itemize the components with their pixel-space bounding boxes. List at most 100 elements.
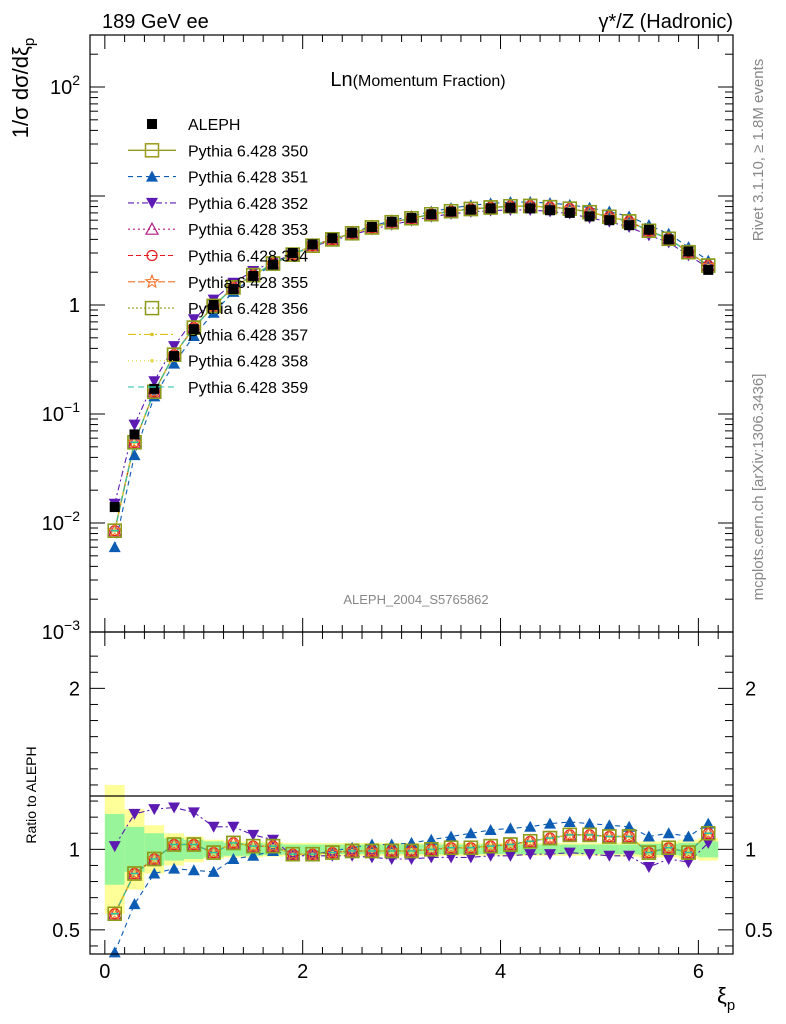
series-ratio-marker [700,825,716,840]
data-marker [406,212,417,223]
series-ratio-marker [583,817,596,829]
series-ratio-marker [166,837,182,852]
series-ratio-marker [682,857,695,869]
ratio-tick-label: 2 [745,678,756,700]
series-ratio-marker [701,826,716,841]
y-tick-base: 10 [42,513,64,535]
series-ratio-marker [642,830,655,842]
data-marker [683,246,694,257]
rivet-label: Rivet 3.1.10, ≥ 1.8M events [750,59,767,242]
series-ratio-marker [225,834,242,850]
series-ratio-marker [464,827,477,839]
legend-marker [146,249,158,262]
series-ratio-marker [603,850,616,862]
series-ratio-marker [425,833,438,845]
data-marker [109,502,120,513]
series-ratio-marker [247,829,260,841]
y-axis-label-main: 1/σ dσ/dξ [8,46,33,138]
data-marker [465,204,476,215]
series-ratio-marker [680,844,697,860]
series-ratio-marker [484,850,497,862]
series-ratio-marker [623,850,636,862]
series-ratio-marker [641,845,657,860]
series-ratio-marker [305,846,320,862]
y-tick-label: 10−1 [42,399,80,426]
y-tick-exponent: 2 [72,72,80,88]
series-marker [168,357,181,369]
series-ratio-marker [168,862,181,874]
series-ratio-marker [443,840,459,855]
series-ratio-marker [148,804,161,816]
x-tick-label: 2 [297,961,308,983]
series-ratio-marker [562,826,578,842]
ratio-axis-label: Ratio to ALEPH [23,746,39,843]
header-right: γ*/Z (Hadronic) [599,11,733,33]
series-ratio-marker [445,852,458,864]
series-ratio-marker [524,849,537,861]
series-ratio-marker [502,836,519,852]
series-ratio-marker [227,853,240,865]
series-ratio-marker [285,846,301,862]
series-ratio-marker [445,830,458,842]
ratio-tick-label: 0.5 [52,920,80,942]
series-ratio-marker [543,849,556,861]
series-ratio-marker [107,906,122,921]
data-marker [248,270,259,281]
y-axis-label: 1/σ dσ/dξp [8,38,38,138]
data-marker [663,234,674,245]
series-ratio-marker [265,838,281,854]
ratio-band-inner [698,841,719,858]
data-marker [208,300,219,311]
series-ratio-marker [168,802,181,814]
series-ratio-marker [582,827,597,843]
x-tick-label: 4 [495,961,506,983]
data-marker [287,247,298,258]
series-ratio-marker [304,846,321,861]
data-marker [347,227,358,238]
data-marker [149,383,160,394]
series-ratio-marker [344,842,360,858]
ratio-band-inner [619,844,640,855]
series-ratio-marker [662,854,675,866]
data-marker [624,220,635,231]
series-ratio-marker [206,845,221,860]
data-marker [564,207,575,218]
series-marker [325,232,340,247]
series-ratio-marker [324,844,340,860]
series-ratio-marker [504,850,517,862]
series-ratio-marker [364,843,380,859]
legend-marker [144,300,160,316]
series-marker [187,329,200,341]
series-ratio-marker [563,847,576,859]
series-ratio-marker [484,824,497,836]
data-marker [703,264,714,275]
series-marker [128,449,141,461]
series-ratio-marker [127,866,142,881]
y-tick-base: 10 [42,404,64,426]
data-marker [188,324,199,335]
series-ratio-marker [148,867,161,879]
series-ratio-marker [364,842,380,858]
series-marker [148,376,161,388]
x-axis-label: ξp [717,983,735,1014]
data-marker [505,202,516,213]
legend-marker-data [147,119,157,129]
series-ratio-marker [661,839,677,855]
series-ratio-marker [227,821,240,833]
series-marker [168,341,181,353]
series-ratio-marker [187,807,200,819]
series-ratio-marker [206,844,222,860]
ratio-band-inner [124,826,145,872]
series-ratio-marker [562,827,578,843]
data-marker [525,203,536,214]
series-ratio-marker [245,838,261,854]
legend-label: Pythia 6.428 357 [188,327,308,344]
data-marker [544,205,555,216]
series-ratio-marker [443,839,459,855]
series-ratio-marker [681,845,696,860]
series-ratio-marker [245,838,261,853]
series-ratio-marker [642,862,655,874]
data-marker [366,221,377,232]
series-ratio-marker [107,905,123,921]
